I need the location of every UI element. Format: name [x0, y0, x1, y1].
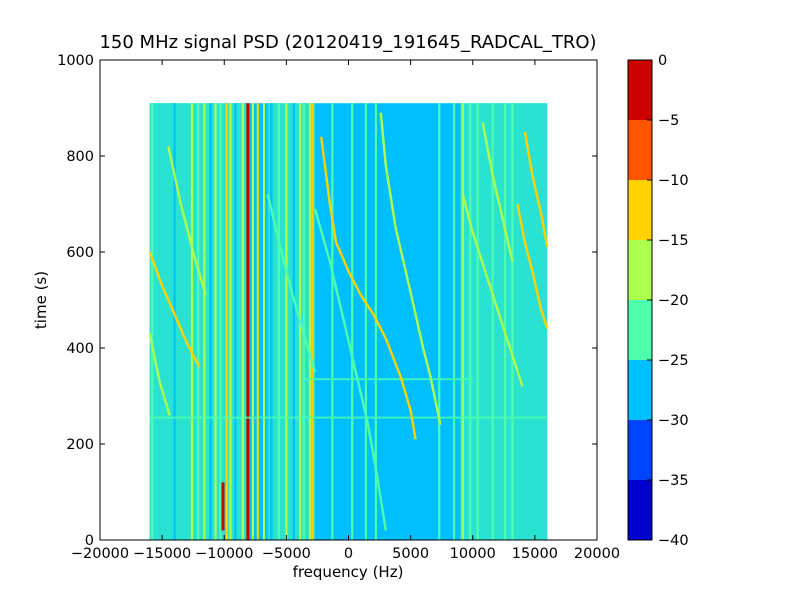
colorbar-swatch [628, 60, 652, 120]
vertical-line [256, 103, 259, 540]
vertical-line [277, 103, 281, 540]
x-axis-label: frequency (Hz) [293, 563, 404, 581]
vertical-line [351, 103, 354, 540]
vertical-line [225, 103, 228, 540]
vertical-line [246, 103, 250, 540]
vertical-line [503, 103, 507, 540]
band-region [267, 103, 315, 540]
vertical-line [469, 103, 472, 540]
vertical-line [197, 103, 200, 540]
colorbar: −40 −35 −30 −25 −20 −15 −10 −5 0 [627, 53, 689, 549]
plot-area [99, 59, 598, 541]
y-tick-label: 0 [85, 533, 94, 549]
vertical-line [219, 103, 222, 540]
chirp-trace [313, 208, 387, 531]
vertical-line [190, 103, 194, 540]
chirp-trace [148, 251, 201, 368]
colorbar-tick-label: −25 [658, 353, 689, 369]
vertical-line [461, 103, 464, 540]
vertical-line [511, 103, 514, 540]
vertical-line [234, 103, 237, 540]
chart-title: 150 MHz signal PSD (20120419_191645_RADC… [99, 32, 596, 53]
x-tick-label: −5000 [262, 546, 311, 562]
x-tick-label: 0 [344, 546, 353, 562]
chirp-trace [516, 203, 549, 330]
vertical-line [438, 103, 441, 540]
chirp-trace [481, 122, 514, 262]
vertical-line [311, 103, 314, 540]
x-tick-label: 15000 [512, 546, 558, 562]
band-region [460, 103, 548, 540]
vertical-line [308, 103, 312, 540]
x-tick-label: −10000 [195, 546, 253, 562]
colorbar-swatch [628, 480, 652, 540]
hot-segment [221, 482, 225, 531]
chirp-trace [167, 146, 207, 296]
x-tick-label: −15000 [133, 546, 191, 562]
chirp-trace [266, 194, 317, 373]
chirp-trace [461, 194, 524, 387]
colorbar-swatch [628, 180, 652, 240]
horizontal-streak [149, 416, 548, 419]
x-tick-label: 20000 [574, 546, 620, 562]
vertical-line [173, 103, 176, 540]
y-tick-label: 200 [66, 437, 94, 453]
vertical-line [251, 103, 254, 540]
colorbar-tick-label: −5 [658, 113, 679, 129]
colorbar-swatch [628, 300, 652, 360]
chirp-trace [320, 136, 417, 440]
vertical-line [331, 103, 334, 540]
vertical-line [214, 103, 217, 540]
colorbar-tick-label: −30 [658, 413, 689, 429]
y-axis: 0 200 400 600 800 1000 [57, 53, 597, 549]
vertical-line [203, 103, 206, 540]
vertical-line [229, 103, 232, 540]
y-tick-label: 800 [66, 149, 94, 165]
colorbar-tick-label: −40 [658, 533, 689, 549]
colorbar-tick-label: −20 [658, 293, 689, 309]
vertical-line [292, 103, 295, 540]
chirp-trace [379, 112, 442, 426]
colorbar-swatch [628, 360, 652, 420]
x-tick-label: 5000 [392, 546, 429, 562]
chirp-trace [148, 333, 171, 416]
x-tick-label: −20000 [71, 546, 129, 562]
vertical-line [241, 103, 244, 540]
band-region [149, 103, 250, 540]
y-tick-label: 400 [66, 341, 94, 357]
vertical-line [491, 103, 494, 540]
x-axis: −20000 −15000 −10000 −5000 0 5000 10000 15000 20… [71, 60, 620, 562]
vertical-line [302, 103, 305, 540]
colorbar-tick-label: 0 [658, 53, 667, 69]
colorbar-tick-label: −15 [658, 233, 689, 249]
vertical-line [453, 103, 456, 540]
vertical-line [262, 103, 266, 540]
y-tick-label: 600 [66, 245, 94, 261]
vertical-line [476, 103, 479, 540]
vertical-line [364, 103, 367, 540]
vertical-line [270, 103, 273, 540]
colorbar-swatch [628, 420, 652, 480]
colorbar-swatch [628, 120, 652, 180]
x-tick-label: 10000 [450, 546, 496, 562]
chirp-trace [523, 131, 549, 248]
y-tick-label: 1000 [57, 53, 94, 69]
colorbar-tick-label: −35 [658, 473, 689, 489]
colorbar-tick-label: −10 [658, 173, 689, 189]
vertical-line [285, 103, 288, 540]
vertical-line [151, 103, 154, 540]
colorbar-swatch [628, 240, 652, 300]
horizontal-streak [305, 378, 473, 381]
vertical-line [209, 103, 212, 540]
y-axis-label: time (s) [32, 271, 50, 329]
